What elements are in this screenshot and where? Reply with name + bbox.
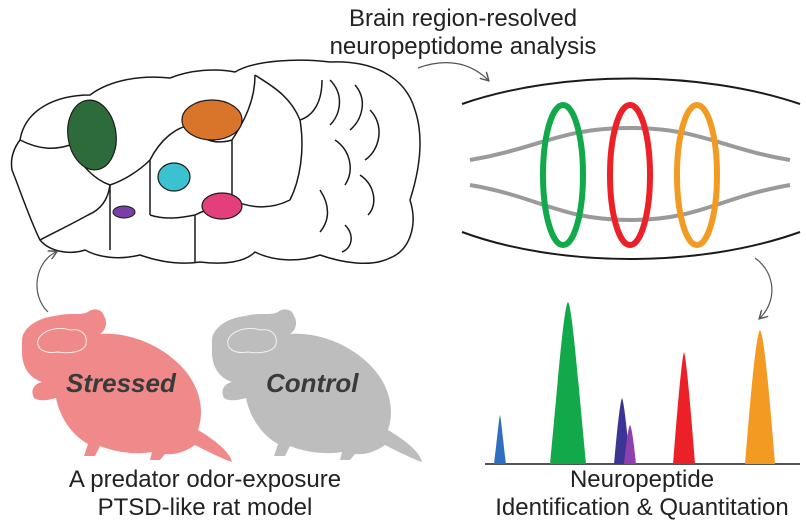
top-title-line2: neuropeptidome analysis [330,33,597,60]
outer-electrode-bottom [461,231,801,260]
bottom-right-line1: Neuropeptide [570,466,714,493]
stressed-rat-brain-sketch [37,327,87,354]
control-rat-body [212,309,422,462]
bottom-right-line2: Identification & Quantitation [495,494,789,521]
inner-path-lower [469,183,791,223]
region-purple [112,205,136,219]
brain-divisions [19,74,323,262]
ring-green [540,102,586,248]
spectrum-plot [485,302,800,465]
peak-purple [624,425,636,464]
cerebellum-folds [319,79,380,253]
arrow-brain-to-ms [417,62,488,80]
stressed-rat-body [22,309,232,462]
arrow-ms-to-spectrum [754,257,773,318]
ring-red [607,102,653,248]
region-pink [201,192,243,220]
inner-path-upper [469,125,791,162]
peak-green [550,302,586,464]
brain-outline [10,59,421,264]
brain-diagram [10,59,421,264]
region-green [67,99,117,171]
ring-orange [674,102,720,248]
ion-optics-diagram [461,77,801,260]
control-rat-brain-sketch [227,327,277,354]
region-cyan [157,162,191,192]
control-label: Control [266,368,359,398]
stressed-label: Stressed [66,368,177,398]
control-rat: Control [212,309,422,462]
bottom-left-line2: PTSD-like rat model [98,494,313,521]
stressed-rat: Stressed [22,309,232,462]
peak-red [673,352,695,464]
outer-electrode-top [461,77,801,105]
peak-blue [494,415,506,464]
peak-orange [745,330,775,464]
region-orange [181,99,243,141]
top-title-line1: Brain region-resolved [349,5,577,32]
bottom-left-line1: A predator odor-exposure [69,466,341,493]
arrow-rat-to-brain [36,252,56,313]
